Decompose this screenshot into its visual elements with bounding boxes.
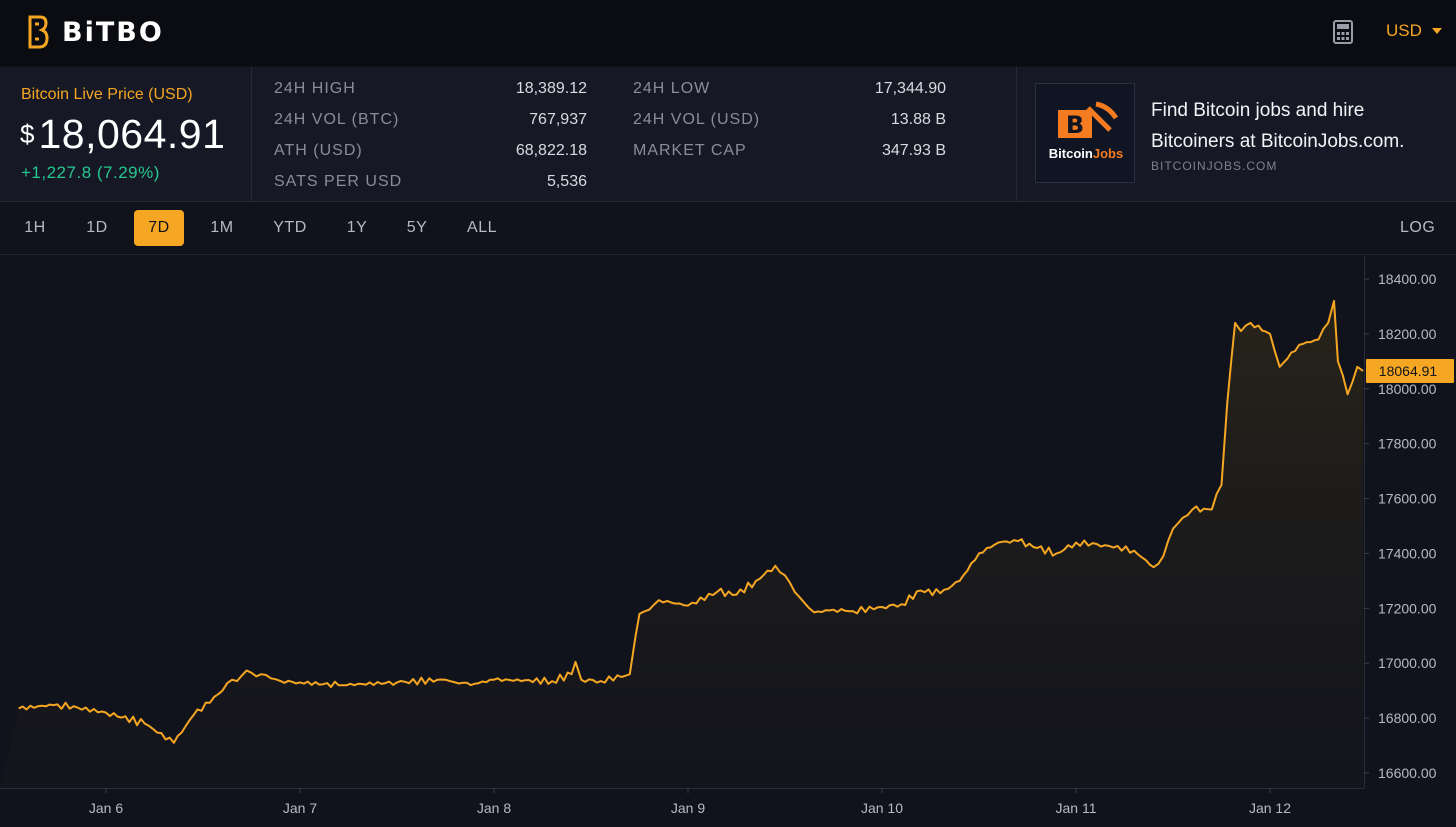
range-1m[interactable]: 1M — [200, 210, 244, 246]
stat-label: 24H VOL (USD) — [633, 111, 761, 128]
range-label: ALL — [467, 219, 497, 236]
range-label: YTD — [273, 219, 307, 236]
time-range-bar: 1H 1D 7D 1M YTD 1Y 5Y ALL LOG — [0, 203, 1456, 255]
logo-text: BiTBO — [62, 16, 164, 48]
stat-value: 347.93 B — [881, 142, 946, 159]
y-tick-label: 17000.00 — [1378, 655, 1437, 671]
stat-value: 13.88 B — [890, 111, 946, 128]
range-1h[interactable]: 1H — [14, 210, 56, 246]
bitbo-logo-icon — [28, 15, 49, 49]
y-tick-label: 16800.00 — [1378, 710, 1437, 726]
price-value: $ 18,064.91 — [20, 111, 225, 158]
range-label: 1D — [86, 219, 108, 236]
x-tick-label: Jan 8 — [477, 800, 511, 816]
price-change: +1,227.8 (7.29%) — [21, 163, 160, 182]
chevron-down-icon — [1431, 28, 1442, 34]
stat-label: 24H VOL (BTC) — [274, 111, 400, 128]
range-label: 5Y — [406, 219, 428, 236]
logo-word-jobs: Jobs — [1093, 146, 1123, 161]
ad-url: BITCOINJOBS.COM — [1151, 159, 1278, 173]
currency-selector[interactable]: USD — [1386, 21, 1442, 41]
log-scale-toggle[interactable]: LOG — [1400, 210, 1435, 246]
stat-24h-vol-btc: 24H VOL (BTC) 767,937 — [274, 111, 587, 133]
range-label: 1H — [24, 219, 46, 236]
currency-symbol: $ — [20, 119, 35, 149]
range-7d[interactable]: 7D — [134, 210, 184, 246]
price-number: 18,064.91 — [38, 111, 226, 157]
range-1y[interactable]: 1Y — [336, 210, 378, 246]
range-label: 1Y — [346, 219, 368, 236]
price-line — [18, 300, 1364, 744]
bitbo-logo[interactable]: BiTBO — [26, 14, 164, 50]
range-label: 7D — [148, 219, 170, 236]
y-tick-label: 16600.00 — [1378, 765, 1437, 781]
stat-sats-per-usd: SATS PER USD 5,536 — [274, 173, 587, 195]
log-label: LOG — [1400, 219, 1436, 236]
stat-24h-low: 24H LOW 17,344.90 — [633, 80, 946, 102]
x-tick-label: Jan 7 — [283, 800, 317, 816]
y-tick-label: 18400.00 — [1378, 271, 1437, 287]
svg-text:BitcoinJobs: BitcoinJobs — [1049, 146, 1123, 161]
range-5y[interactable]: 5Y — [396, 210, 438, 246]
stat-value: 17,344.90 — [874, 80, 946, 97]
logo-word-bitcoin: Bitcoin — [1049, 146, 1093, 161]
stat-market-cap: MARKET CAP 347.93 B — [633, 142, 946, 164]
price-area-fill — [0, 301, 1364, 788]
x-tick-label: Jan 10 — [861, 800, 903, 816]
y-tick-label: 17400.00 — [1378, 545, 1437, 561]
y-tick-label: 18000.00 — [1378, 381, 1437, 397]
stat-value: 5,536 — [546, 173, 587, 190]
y-tick-label: 17200.00 — [1378, 600, 1437, 616]
top-header: BiTBO USD — [0, 0, 1456, 66]
range-label: 1M — [210, 219, 234, 236]
stat-24h-vol-usd: 24H VOL (USD) 13.88 B — [633, 111, 946, 133]
stat-value: 18,389.12 — [515, 80, 587, 97]
calculator-icon[interactable] — [1333, 20, 1353, 44]
current-price-badge — [1366, 358, 1454, 383]
price-chart-svg: 18400.00 18200.00 18000.00 17800.00 17600.00… — [0, 256, 1454, 816]
stat-value: 767,937 — [529, 111, 587, 128]
x-tick-label: Jan 6 — [89, 800, 123, 816]
stats-bar: Bitcoin Live Price (USD) $ 18,064.91 +1,… — [0, 67, 1456, 202]
price-label: Bitcoin Live Price (USD) — [21, 86, 193, 103]
range-1d[interactable]: 1D — [76, 210, 118, 246]
svg-text:B: B — [1066, 111, 1084, 139]
x-tick-label: Jan 11 — [1056, 800, 1097, 816]
stat-label: ATH (USD) — [274, 142, 363, 159]
bitcoinjobs-logo-icon: B BitcoinJobs — [1049, 101, 1123, 161]
range-all[interactable]: ALL — [458, 210, 506, 246]
x-tick-label: Jan 12 — [1249, 800, 1291, 816]
currency-label: USD — [1386, 21, 1422, 40]
bitcoinjobs-ad[interactable]: B BitcoinJobs Find Bitcoin jobs and hire… — [1016, 67, 1456, 202]
y-tick-label: 17600.00 — [1378, 491, 1437, 507]
stat-label: SATS PER USD — [274, 173, 403, 190]
stat-value: 68,822.18 — [515, 142, 587, 159]
y-tick-label: 17800.00 — [1378, 436, 1437, 452]
range-ytd[interactable]: YTD — [264, 210, 316, 246]
stat-label: MARKET CAP — [633, 142, 747, 159]
live-price-panel: Bitcoin Live Price (USD) $ 18,064.91 +1,… — [0, 67, 252, 202]
price-chart[interactable]: 18400.00 18200.00 18000.00 17800.00 17600.00… — [0, 256, 1456, 827]
bitcoinjobs-logo: B BitcoinJobs — [1035, 83, 1135, 183]
stat-24h-high: 24H HIGH 18,389.12 — [274, 80, 587, 102]
ad-title: Find Bitcoin jobs and hire Bitcoiners at… — [1151, 100, 1405, 152]
y-tick-label: 18200.00 — [1378, 326, 1437, 342]
stat-label: 24H HIGH — [274, 80, 356, 97]
x-tick-label: Jan 9 — [671, 800, 705, 816]
current-price-label: 18064.91 — [1379, 363, 1438, 379]
stat-ath: ATH (USD) 68,822.18 — [274, 142, 587, 164]
stat-label: 24H LOW — [633, 80, 711, 97]
